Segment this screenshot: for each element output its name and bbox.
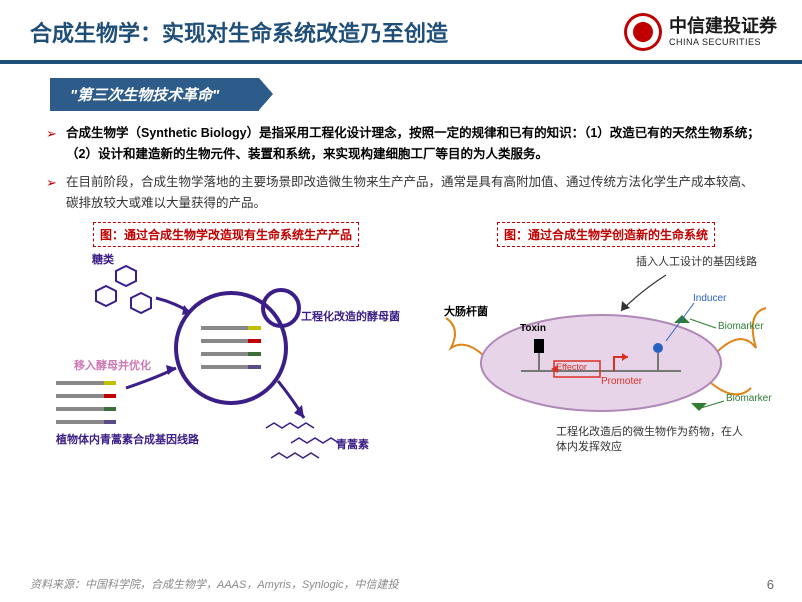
- label-plant: 植物体内青蒿素合成基因线路: [56, 431, 199, 447]
- logo-icon: [623, 12, 663, 52]
- brand-logo: 中信建投证券 CHINA SECURITIES: [623, 12, 777, 52]
- label-effector: Effector: [556, 362, 587, 372]
- bullet-2: 在目前阶段，合成生物学落地的主要场景即改造微生物来生产产品，通常是具有高附加值、…: [46, 172, 762, 213]
- figure-left-caption: 图：通过合成生物学改造现有生命系统生产产品: [93, 222, 359, 247]
- label-promoter: Promoter: [601, 376, 642, 387]
- logo-text-cn: 中信建投证券: [669, 17, 777, 37]
- label-toxin: Toxin: [520, 323, 546, 334]
- label-insert: 移入酵母并优化: [74, 357, 151, 373]
- bullet-1: 合成生物学（Synthetic Biology）是指采用工程化设计理念，按照一定…: [46, 123, 762, 164]
- label-biomarker2: Biomarker: [726, 393, 772, 404]
- label-ecoli: 大肠杆菌: [444, 303, 488, 319]
- figure-right-caption: 图：通过合成生物学创造新的生命系统: [497, 222, 715, 247]
- section-banner: "第三次生物技术革命": [50, 78, 259, 111]
- label-insert-gene: 插入人工设计的基因线路: [636, 253, 757, 269]
- label-biomarker1: Biomarker: [718, 321, 764, 332]
- label-note: 工程化改造后的微生物作为药物，在人体内发挥效应: [556, 425, 746, 456]
- label-product: 青蒿素: [336, 436, 369, 452]
- figure-left: 图：通过合成生物学改造现有生命系统生产产品: [56, 222, 396, 471]
- figure-right: 图：通过合成生物学创造新的生命系统: [436, 222, 776, 471]
- bullet-1-bold: 合成生物学（Synthetic Biology）是指采用工程化设计理念，按照一定…: [66, 126, 760, 161]
- page-title: 合成生物学：实现对生命系统改造乃至创造: [30, 16, 448, 48]
- label-sugar: 糖类: [92, 251, 114, 267]
- bullet-2-text: 在目前阶段，合成生物学落地的主要场景即改造微生物来生产产品，通常是具有高附加值、…: [66, 175, 754, 210]
- label-yeast: 工程化改造的酵母菌: [301, 308, 400, 324]
- page-number: 6: [767, 577, 774, 592]
- divider-bar: [0, 60, 802, 64]
- label-inducer: Inducer: [693, 293, 726, 304]
- logo-text-en: CHINA SECURITIES: [669, 37, 777, 47]
- source-citation: 资料来源：中国科学院，合成生物学，AAAS，Amyris，Synlogic，中信…: [30, 576, 399, 592]
